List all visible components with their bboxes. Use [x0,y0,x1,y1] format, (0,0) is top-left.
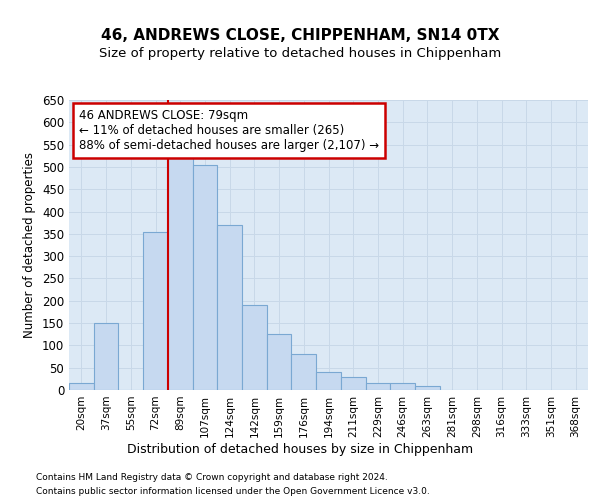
Bar [168,154,193,390]
Text: Size of property relative to detached houses in Chippenham: Size of property relative to detached ho… [99,48,501,60]
Bar [390,384,415,390]
Y-axis label: Number of detached properties: Number of detached properties [23,152,37,338]
Bar [365,384,390,390]
Bar [341,376,365,390]
Bar [193,164,217,390]
Text: 46 ANDREWS CLOSE: 79sqm
← 11% of detached houses are smaller (265)
88% of semi-d: 46 ANDREWS CLOSE: 79sqm ← 11% of detache… [79,108,380,152]
Bar [316,372,341,390]
Bar [415,386,440,390]
Bar [267,334,292,390]
Text: Distribution of detached houses by size in Chippenham: Distribution of detached houses by size … [127,442,473,456]
Bar [94,323,118,390]
Text: Contains public sector information licensed under the Open Government Licence v3: Contains public sector information licen… [36,488,430,496]
Text: 46, ANDREWS CLOSE, CHIPPENHAM, SN14 0TX: 46, ANDREWS CLOSE, CHIPPENHAM, SN14 0TX [101,28,499,42]
Bar [217,225,242,390]
Text: Contains HM Land Registry data © Crown copyright and database right 2024.: Contains HM Land Registry data © Crown c… [36,472,388,482]
Bar [292,354,316,390]
Bar [143,232,168,390]
Bar [69,384,94,390]
Bar [242,305,267,390]
